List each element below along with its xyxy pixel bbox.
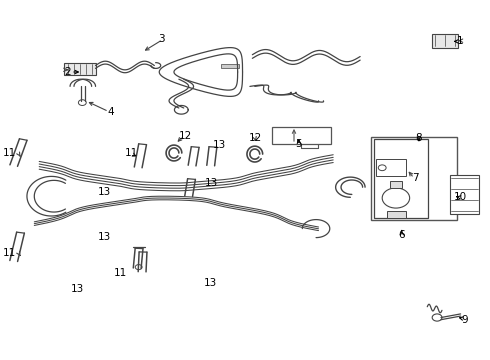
Bar bbox=[64, 63, 96, 75]
Text: 2: 2 bbox=[64, 67, 71, 77]
Circle shape bbox=[78, 100, 86, 105]
Circle shape bbox=[432, 314, 442, 321]
Text: 1: 1 bbox=[457, 36, 464, 46]
Text: 3: 3 bbox=[158, 33, 165, 44]
Text: 10: 10 bbox=[454, 192, 467, 202]
Text: 12: 12 bbox=[249, 132, 263, 143]
Text: 13: 13 bbox=[204, 278, 218, 288]
Text: 7: 7 bbox=[412, 173, 419, 183]
Bar bbox=[390, 181, 402, 188]
Circle shape bbox=[382, 188, 410, 208]
Text: 13: 13 bbox=[98, 232, 111, 242]
Bar bbox=[450, 175, 479, 214]
Bar bbox=[272, 127, 331, 144]
Text: 8: 8 bbox=[416, 132, 422, 143]
Text: 13: 13 bbox=[98, 186, 111, 197]
Text: 4: 4 bbox=[107, 107, 114, 117]
Text: 13: 13 bbox=[213, 140, 226, 150]
Text: 5: 5 bbox=[295, 139, 302, 149]
Text: 13: 13 bbox=[205, 178, 219, 188]
Text: 9: 9 bbox=[461, 315, 468, 325]
Bar bbox=[432, 34, 458, 48]
Text: 11: 11 bbox=[3, 248, 17, 258]
Text: 12: 12 bbox=[178, 131, 192, 141]
Bar bbox=[387, 211, 406, 218]
Circle shape bbox=[378, 165, 386, 171]
Bar bbox=[374, 139, 428, 218]
Text: 13: 13 bbox=[71, 284, 84, 294]
Bar bbox=[220, 64, 239, 68]
Text: 11: 11 bbox=[3, 148, 17, 158]
Text: 11: 11 bbox=[124, 148, 138, 158]
Circle shape bbox=[135, 265, 142, 270]
Text: 11: 11 bbox=[113, 268, 127, 278]
Bar bbox=[371, 137, 457, 220]
Bar bbox=[376, 159, 406, 176]
Text: 6: 6 bbox=[398, 230, 405, 240]
